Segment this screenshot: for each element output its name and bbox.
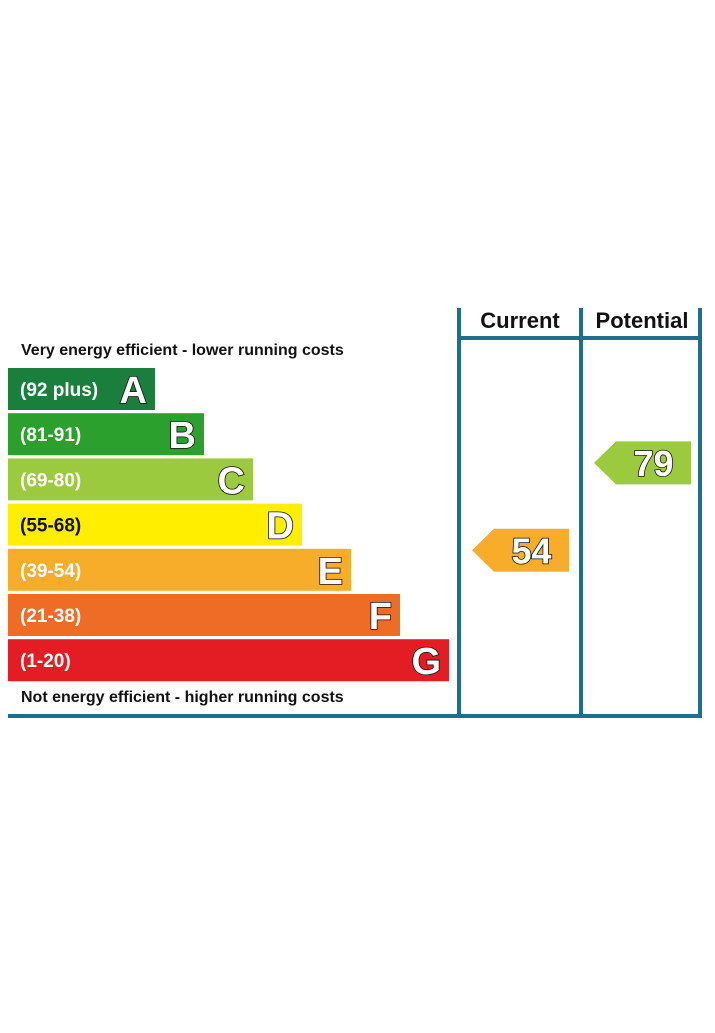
band-bar — [8, 458, 253, 501]
band-letter: E — [318, 551, 343, 593]
rating-arrows: 54 79 — [472, 441, 691, 572]
band-letter: A — [120, 370, 147, 412]
band-bar — [8, 368, 155, 410]
band-bar — [8, 548, 351, 591]
band-letter: D — [267, 506, 294, 548]
band-bar — [8, 503, 302, 546]
band-range-label: (21-38) — [20, 606, 81, 627]
rating-bands: (92 plus) A(81-91) B(69-80) C(55-68) D(39-54… — [8, 368, 449, 684]
band-letter: B — [169, 415, 196, 457]
band-range-label: (39-54) — [20, 561, 81, 582]
bottom-note: Not energy efficient - higher running co… — [21, 689, 344, 706]
band-c: (69-80) C — [8, 458, 253, 503]
band-bar — [8, 413, 204, 456]
band-range-label: (1-20) — [20, 651, 71, 672]
potential-arrow-shape — [594, 441, 691, 485]
band-range-label: (81-91) — [20, 425, 81, 446]
band-f: (21-38) F — [8, 594, 400, 639]
band-d: (55-68) D — [8, 503, 302, 548]
band-range-label: (55-68) — [20, 516, 81, 537]
current-rating-arrow: 54 — [472, 528, 569, 572]
band-g: (1-20) G — [8, 639, 449, 684]
band-letter: C — [218, 460, 245, 502]
band-b: (81-91) B — [8, 413, 204, 458]
potential-rating-arrow: 79 — [594, 441, 691, 485]
current-arrow-shape — [472, 528, 569, 572]
band-a: (92 plus) A — [8, 368, 155, 413]
band-letter: F — [369, 596, 392, 638]
band-bar — [8, 639, 449, 682]
band-e: (39-54) E — [8, 548, 351, 594]
potential-column-header: Potential — [596, 308, 689, 333]
top-note: Very energy efficient - lower running co… — [21, 342, 344, 359]
current-score-value: 54 — [511, 530, 551, 571]
band-letter: G — [411, 641, 441, 683]
current-column-header: Current — [480, 308, 560, 333]
band-bar — [8, 594, 400, 636]
band-range-label: (69-80) — [20, 470, 81, 491]
band-range-label: (92 plus) — [20, 380, 98, 401]
potential-score-value: 79 — [633, 443, 673, 484]
